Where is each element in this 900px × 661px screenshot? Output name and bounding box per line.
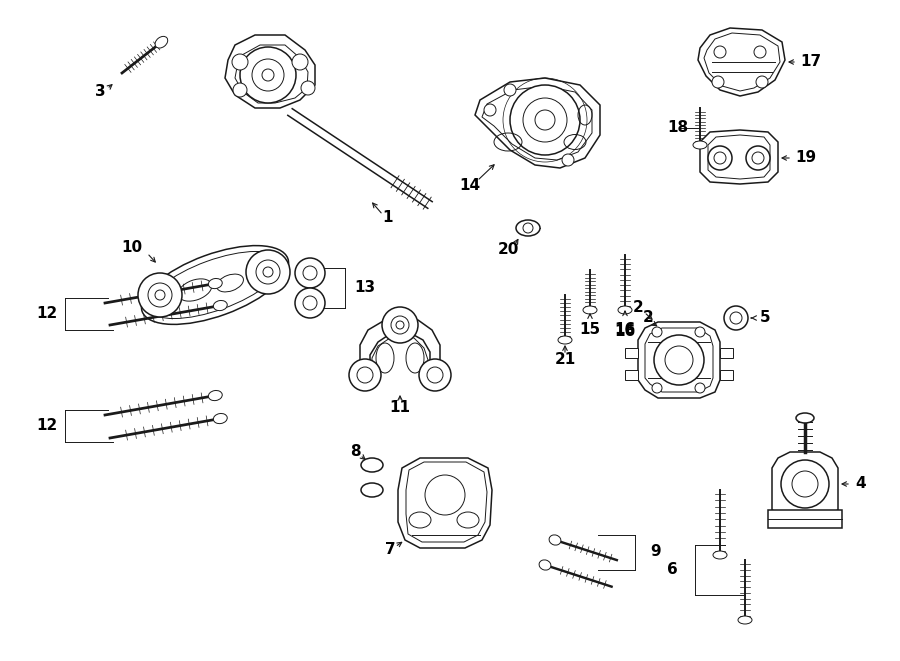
Ellipse shape xyxy=(539,560,551,570)
Circle shape xyxy=(652,327,662,337)
Ellipse shape xyxy=(693,141,707,149)
Ellipse shape xyxy=(516,220,540,236)
Ellipse shape xyxy=(361,458,383,472)
Circle shape xyxy=(301,81,315,95)
Circle shape xyxy=(652,383,662,393)
Circle shape xyxy=(746,146,770,170)
Circle shape xyxy=(246,250,290,294)
Text: 5: 5 xyxy=(760,311,770,325)
Text: 14: 14 xyxy=(459,178,481,192)
Polygon shape xyxy=(700,130,778,184)
Circle shape xyxy=(240,47,296,103)
Ellipse shape xyxy=(141,246,289,325)
Circle shape xyxy=(419,359,451,391)
Text: 18: 18 xyxy=(668,120,688,136)
Ellipse shape xyxy=(361,483,383,497)
Text: 16: 16 xyxy=(615,325,635,340)
Circle shape xyxy=(712,76,724,88)
Text: 17: 17 xyxy=(800,54,821,69)
Circle shape xyxy=(756,76,768,88)
Circle shape xyxy=(484,104,496,116)
Text: 20: 20 xyxy=(498,243,518,258)
Text: 19: 19 xyxy=(795,151,816,165)
Circle shape xyxy=(724,306,748,330)
Ellipse shape xyxy=(155,36,167,48)
Text: 10: 10 xyxy=(122,241,142,256)
Text: 15: 15 xyxy=(580,323,600,338)
Circle shape xyxy=(510,85,580,155)
Text: 3: 3 xyxy=(94,85,105,100)
Text: 12: 12 xyxy=(36,307,58,321)
Ellipse shape xyxy=(558,336,572,344)
Polygon shape xyxy=(638,322,720,398)
Text: 7: 7 xyxy=(384,543,395,557)
Ellipse shape xyxy=(209,391,222,401)
Circle shape xyxy=(504,84,516,96)
Text: 4: 4 xyxy=(855,477,866,492)
Circle shape xyxy=(295,288,325,318)
Text: 2: 2 xyxy=(643,311,653,325)
Text: 12: 12 xyxy=(36,418,58,434)
Circle shape xyxy=(138,273,182,317)
Ellipse shape xyxy=(618,306,632,314)
Circle shape xyxy=(695,327,705,337)
Circle shape xyxy=(714,46,726,58)
Text: 1: 1 xyxy=(382,210,393,225)
Polygon shape xyxy=(475,78,600,168)
Circle shape xyxy=(292,54,308,70)
Polygon shape xyxy=(360,318,440,375)
Circle shape xyxy=(232,54,248,70)
Circle shape xyxy=(754,46,766,58)
Circle shape xyxy=(349,359,381,391)
Ellipse shape xyxy=(796,413,814,423)
Circle shape xyxy=(708,146,732,170)
Text: 2: 2 xyxy=(633,301,643,315)
Circle shape xyxy=(233,83,247,97)
Circle shape xyxy=(295,258,325,288)
Ellipse shape xyxy=(213,414,227,424)
Text: 6: 6 xyxy=(667,563,678,578)
Polygon shape xyxy=(720,348,733,358)
Polygon shape xyxy=(768,510,842,528)
Ellipse shape xyxy=(549,535,561,545)
Ellipse shape xyxy=(713,551,727,559)
Ellipse shape xyxy=(583,306,597,314)
Text: 9: 9 xyxy=(650,545,661,559)
Polygon shape xyxy=(625,370,638,380)
Polygon shape xyxy=(772,452,838,518)
Ellipse shape xyxy=(738,616,752,624)
Polygon shape xyxy=(698,28,785,96)
Text: 16: 16 xyxy=(615,323,635,338)
Text: 8: 8 xyxy=(350,444,360,459)
Polygon shape xyxy=(720,370,733,380)
Text: 21: 21 xyxy=(554,352,576,368)
Polygon shape xyxy=(625,348,638,358)
Circle shape xyxy=(382,307,418,343)
Circle shape xyxy=(562,154,574,166)
Ellipse shape xyxy=(213,301,227,311)
Polygon shape xyxy=(225,35,315,108)
Text: 11: 11 xyxy=(390,401,410,416)
Polygon shape xyxy=(398,458,492,548)
Circle shape xyxy=(695,383,705,393)
Circle shape xyxy=(654,335,704,385)
Ellipse shape xyxy=(209,278,222,289)
Text: 13: 13 xyxy=(355,280,375,295)
